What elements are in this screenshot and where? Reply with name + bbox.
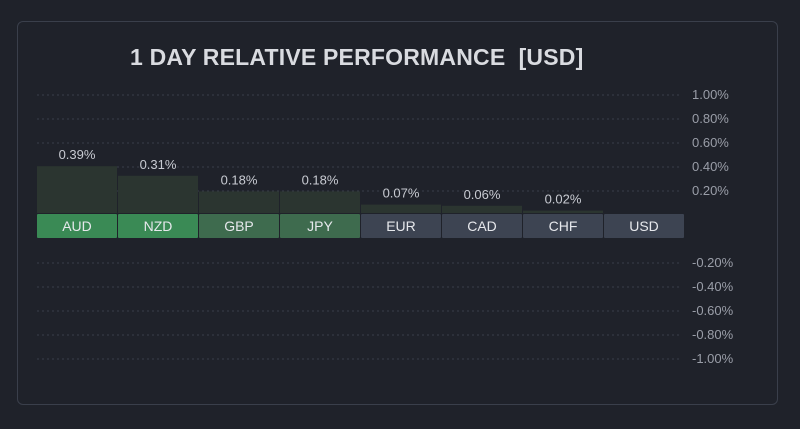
category-label-bg-nzd (118, 214, 198, 238)
value-label-cad: 0.06% (464, 187, 501, 202)
value-label-jpy: 0.18% (302, 172, 339, 187)
value-label-eur: 0.07% (383, 186, 420, 201)
gridlines (37, 94, 680, 360)
value-label-aud: 0.39% (59, 147, 96, 162)
category-label-aud: AUD (62, 218, 92, 234)
y-tick-label: -0.40% (692, 279, 734, 294)
y-tick-label: 0.40% (692, 159, 729, 174)
category-label-bg-cad (442, 214, 522, 238)
category-label-bg-gbp (199, 214, 279, 238)
y-tick-label: -0.80% (692, 327, 734, 342)
category-label-bg-chf (523, 214, 603, 238)
category-label-bg-jpy (280, 214, 360, 238)
bar-cad (442, 205, 522, 213)
value-label-nzd: 0.31% (140, 157, 177, 172)
category-label-bg-aud (37, 214, 117, 238)
category-label-bg-eur (361, 214, 441, 238)
category-label-gbp: GBP (224, 218, 254, 234)
y-tick-label: -1.00% (692, 351, 734, 366)
chart-title: 1 DAY RELATIVE PERFORMANCE [USD] (130, 44, 584, 70)
category-label-chf: CHF (549, 218, 578, 234)
y-tick-label: 1.00% (692, 87, 729, 102)
y-tick-label: -0.60% (692, 303, 734, 318)
bar-nzd (118, 175, 198, 213)
category-label-nzd: NZD (144, 218, 173, 234)
value-label-chf: 0.02% (545, 192, 582, 207)
category-label-usd: USD (629, 218, 659, 234)
bar-aud (37, 166, 117, 213)
bar-gbp (199, 191, 279, 213)
bars: 0.39% AUD 0.31% NZD 0.18% GBP 0.18% JPY 0.07% EUR… (37, 147, 684, 238)
value-label-gbp: 0.18% (221, 172, 258, 187)
y-axis-ticks: 1.00% 0.80% 0.60% 0.40% 0.20% -0.20% -0.40% -0.… (692, 87, 734, 366)
y-tick-label: 0.20% (692, 183, 729, 198)
category-label-cad: CAD (467, 218, 497, 234)
y-tick-label: -0.20% (692, 255, 734, 270)
category-label-eur: EUR (386, 218, 416, 234)
bar-eur (361, 204, 441, 213)
bar-jpy (280, 191, 360, 213)
y-tick-label: 0.80% (692, 111, 729, 126)
category-label-bg-usd (604, 214, 684, 238)
y-tick-label: 0.60% (692, 135, 729, 150)
category-label-jpy: JPY (307, 218, 333, 234)
bar-chf (523, 210, 603, 213)
